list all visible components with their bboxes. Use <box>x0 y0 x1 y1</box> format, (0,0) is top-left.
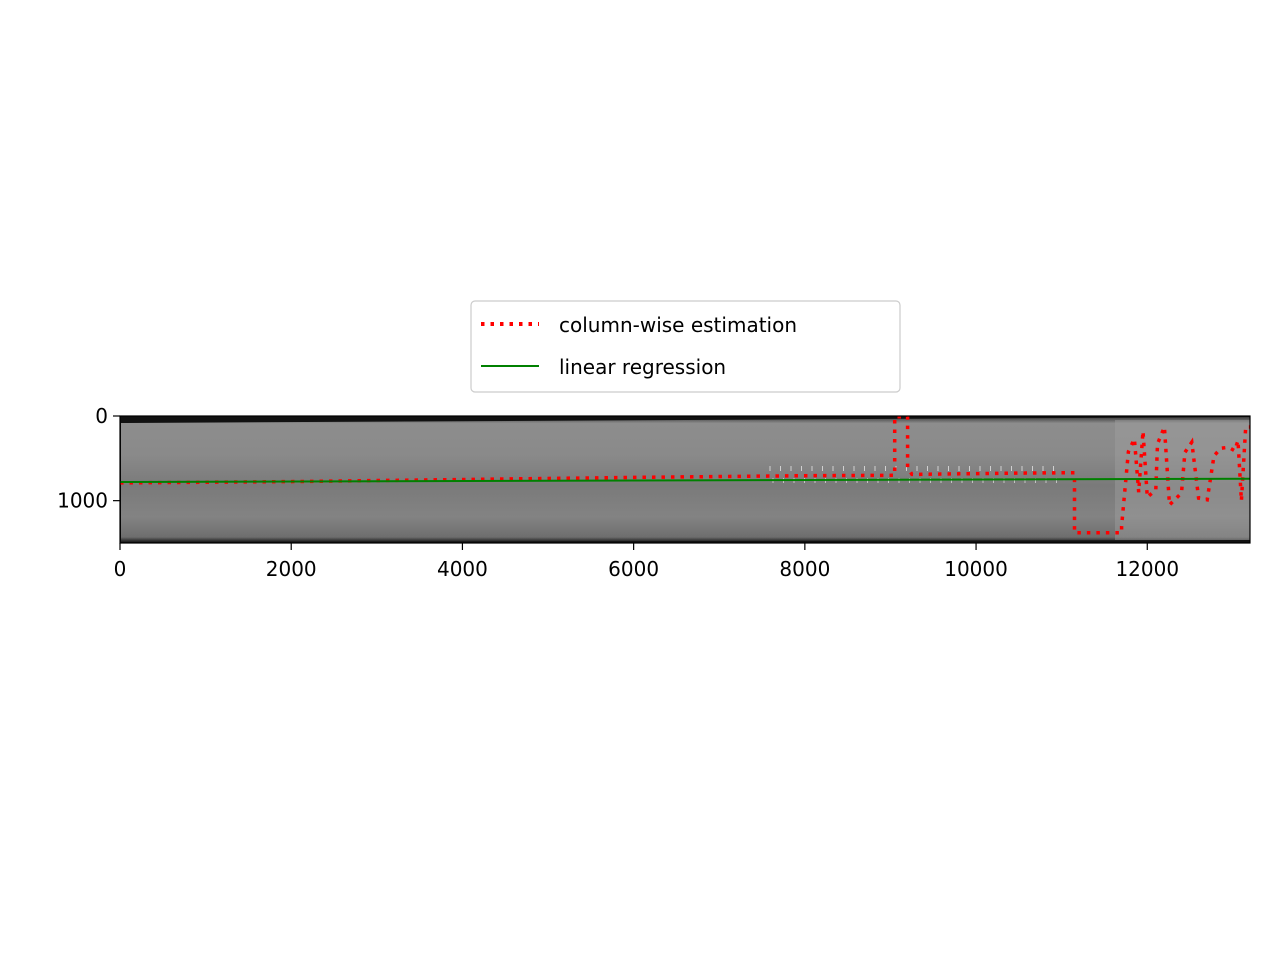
x-tick-label: 8000 <box>779 557 830 581</box>
series-line-1 <box>120 477 1250 483</box>
y-tick-label: 0 <box>95 404 108 428</box>
x-axis: 0 2000 4000 6000 8000 10000 12000 <box>114 543 1179 581</box>
x-tick-label: 2000 <box>266 557 317 581</box>
plot-frame <box>119 415 1251 544</box>
legend-label-column-wise: column-wise estimation <box>559 313 797 337</box>
x-tick-label: 4000 <box>437 557 488 581</box>
plot-area <box>120 416 1250 543</box>
legend-frame <box>470 300 901 393</box>
y-tick-label: 1000 <box>57 489 108 513</box>
x-tick-label: 12000 <box>1115 557 1179 581</box>
y-axis: 0 1000 <box>57 404 120 513</box>
x-tick-label: 6000 <box>608 557 659 581</box>
x-tick-label: 0 <box>114 557 127 581</box>
x-tick-label: 10000 <box>944 557 1008 581</box>
series-layer <box>120 416 1250 535</box>
legend: column-wise estimation linear regression <box>470 300 901 393</box>
legend-label-linear-regression: linear regression <box>559 355 726 379</box>
